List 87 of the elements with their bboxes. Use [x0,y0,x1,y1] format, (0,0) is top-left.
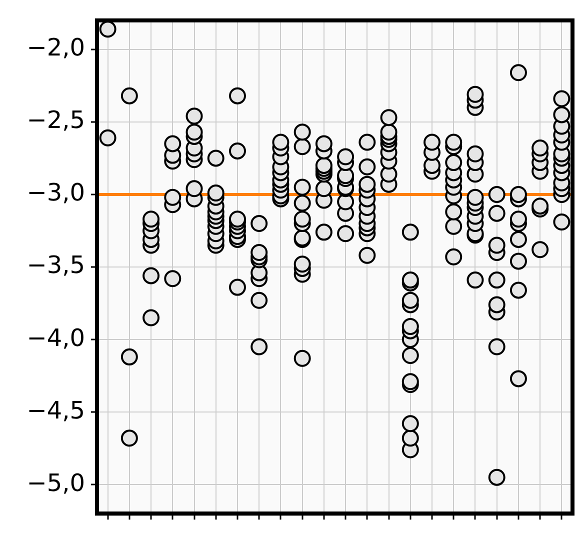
point [380,124,398,141]
point [510,64,527,82]
point [466,145,484,162]
point [250,292,268,309]
point [466,188,484,206]
point [315,224,332,241]
point [294,256,311,273]
point [510,186,527,203]
point [510,282,527,299]
point [294,178,311,196]
point [402,224,419,241]
point [250,214,268,232]
point [207,150,224,167]
point [228,87,246,104]
point [510,252,527,270]
point [488,236,506,254]
point [445,248,462,266]
point [120,430,138,447]
point [186,180,203,198]
point [402,318,419,335]
point [164,270,182,288]
point [250,338,268,356]
point [164,188,182,206]
point [380,109,398,126]
point [488,272,506,289]
point [358,158,376,176]
point [315,135,332,152]
point [466,272,484,289]
point [445,203,462,220]
point [488,296,506,314]
point [510,370,527,388]
y-tick-label: −4,0 [26,324,85,352]
point [186,108,203,125]
point [250,244,268,261]
y-tick-label: −3,5 [26,251,85,280]
point [337,225,354,242]
point [99,20,116,38]
y-tick-label: −5,0 [26,468,85,497]
point [294,350,311,367]
point [358,134,376,151]
point [186,124,203,141]
point [294,124,311,141]
point [294,138,311,156]
point [120,348,138,366]
y-tick-label: −2,0 [26,34,85,62]
point [488,204,506,222]
point [358,246,376,264]
point [315,156,332,174]
point [553,214,570,231]
point [488,468,506,486]
point [207,184,224,202]
point [99,129,116,146]
point [510,230,527,248]
point [142,210,160,228]
point [358,176,376,193]
point [445,134,462,151]
point [402,346,419,364]
point [228,142,246,160]
point [402,415,419,432]
y-tick-label: −4,5 [26,396,85,424]
point [424,134,441,151]
point [142,309,160,326]
point [272,134,290,151]
point [337,148,354,166]
point [445,154,462,172]
point [402,292,419,309]
point [164,135,182,152]
y-tick-label: −3,0 [26,178,85,207]
point [445,218,462,235]
point [228,210,246,228]
point [294,194,311,212]
point [532,241,549,258]
point [466,86,484,103]
point [228,278,246,296]
point [120,87,138,104]
point [553,106,570,124]
point [402,430,419,447]
point [315,180,332,198]
point [488,338,506,356]
point [553,90,570,108]
point [488,186,506,203]
point [402,373,419,390]
point [294,210,311,228]
point [142,267,160,284]
point [532,140,549,157]
point [510,210,527,228]
y-tick-label: −2,5 [26,106,85,134]
